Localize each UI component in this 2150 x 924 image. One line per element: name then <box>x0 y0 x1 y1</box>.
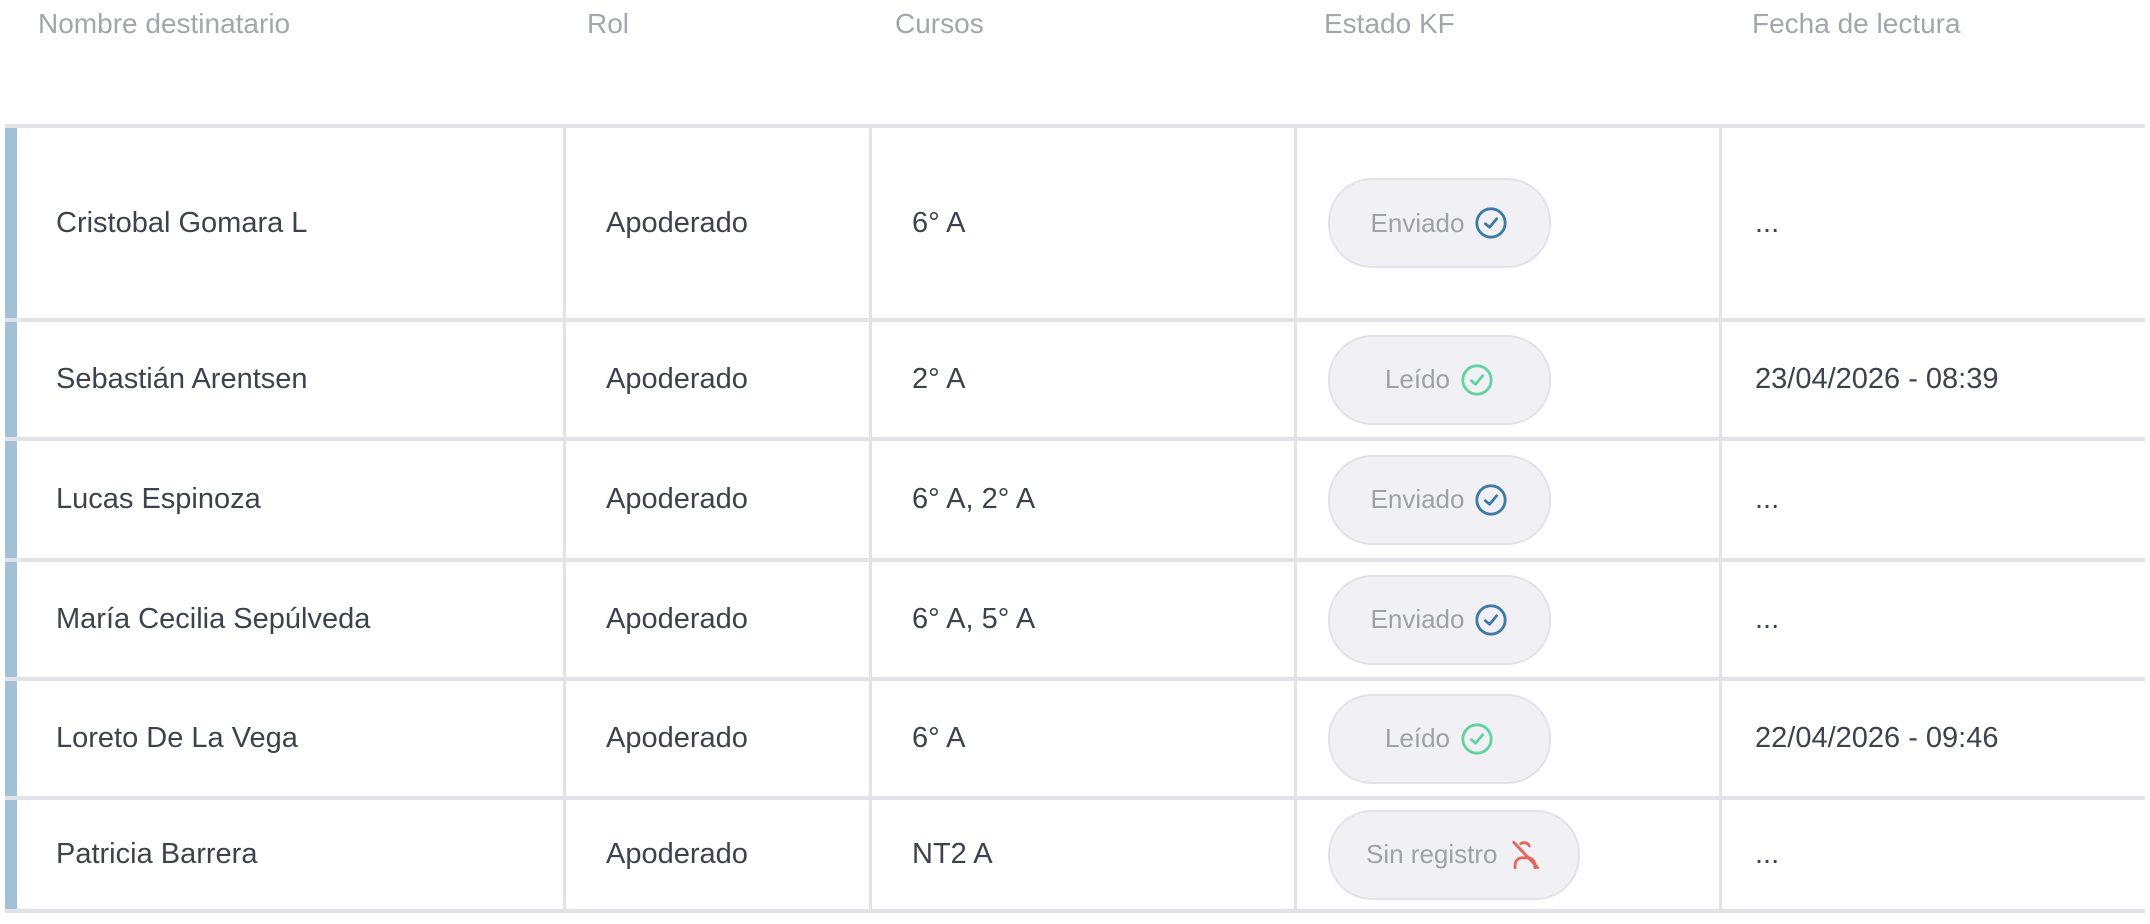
cell-courses: 6° A <box>872 128 1297 318</box>
check-circle-blue-icon <box>1474 603 1508 637</box>
table-row[interactable]: Loreto De La Vega Apoderado 6° A Leído 2… <box>5 677 2145 796</box>
status-label: Enviado <box>1370 207 1465 238</box>
recipient-courses: 6° A, 2° A <box>912 483 1036 515</box>
cell-read-date: 23/04/2026 - 08:39 <box>1722 322 2145 437</box>
cell-name: Patricia Barrera <box>5 800 566 909</box>
header-name[interactable]: Nombre destinatario <box>38 8 291 39</box>
table-row[interactable]: Sebastián Arentsen Apoderado 2° A Leído … <box>5 318 2145 437</box>
recipient-role: Apoderado <box>606 483 748 515</box>
status-badge: Enviado <box>1328 454 1551 545</box>
cell-role: Apoderado <box>566 800 872 909</box>
status-badge: Leído <box>1328 693 1551 784</box>
cell-role: Apoderado <box>566 562 872 677</box>
status-badge: Enviado <box>1328 178 1551 268</box>
read-date: ... <box>1755 483 1780 515</box>
row-accent-bar <box>5 128 17 318</box>
cell-status: Enviado <box>1297 128 1722 318</box>
table-row[interactable]: María Cecilia Sepúlveda Apoderado 6° A, … <box>5 558 2145 677</box>
cell-status: Leído <box>1297 322 1722 437</box>
cell-name: Sebastián Arentsen <box>5 322 566 437</box>
check-circle-blue-icon <box>1474 206 1508 240</box>
cell-status: Enviado <box>1297 441 1722 558</box>
status-badge: Enviado <box>1328 574 1551 665</box>
cell-read-date: 22/04/2026 - 09:46 <box>1722 681 2145 796</box>
status-label: Enviado <box>1370 484 1465 514</box>
cell-name: Lucas Espinoza <box>5 441 566 558</box>
recipient-name: María Cecilia Sepúlveda <box>56 603 371 635</box>
header-courses[interactable]: Cursos <box>895 8 984 39</box>
cell-courses: 6° A, 5° A <box>872 562 1297 677</box>
recipient-role: Apoderado <box>606 838 748 870</box>
row-accent-bar <box>5 322 17 437</box>
check-circle-green-icon <box>1460 363 1494 397</box>
recipients-table: Cristobal Gomara L Apoderado 6° A Enviad… <box>5 124 2145 913</box>
cell-name: Loreto De La Vega <box>5 681 566 796</box>
table-row[interactable]: Lucas Espinoza Apoderado 6° A, 2° A Envi… <box>5 437 2145 558</box>
header-role[interactable]: Rol <box>587 8 630 39</box>
check-circle-blue-icon <box>1474 483 1508 517</box>
cell-courses: 6° A, 2° A <box>872 441 1297 558</box>
cell-courses: 2° A <box>872 322 1297 437</box>
recipient-role: Apoderado <box>606 206 748 239</box>
recipient-courses: NT2 A <box>912 838 993 870</box>
row-accent-bar <box>5 441 17 558</box>
cell-role: Apoderado <box>566 322 872 437</box>
header-read-date[interactable]: Fecha de lectura <box>1752 8 1961 39</box>
recipient-courses: 2° A <box>912 363 966 395</box>
recipient-name: Loreto De La Vega <box>56 722 298 754</box>
cell-read-date: ... <box>1722 562 2145 677</box>
cell-read-date: ... <box>1722 800 2145 909</box>
recipient-role: Apoderado <box>606 722 748 754</box>
cell-status: Enviado <box>1297 562 1722 677</box>
cell-status: Sin registro <box>1297 800 1722 909</box>
row-accent-bar <box>5 681 17 796</box>
cell-status: Leído <box>1297 681 1722 796</box>
row-accent-bar <box>5 800 17 909</box>
recipient-name: Patricia Barrera <box>56 838 258 870</box>
status-label: Sin registro <box>1366 839 1498 869</box>
read-date: 23/04/2026 - 08:39 <box>1755 363 1999 395</box>
recipient-courses: 6° A <box>912 206 966 239</box>
cell-name: Cristobal Gomara L <box>5 128 566 318</box>
recipient-role: Apoderado <box>606 603 748 635</box>
check-circle-green-icon <box>1460 722 1494 756</box>
status-badge: Leído <box>1328 334 1551 425</box>
recipient-name: Sebastián Arentsen <box>56 363 308 395</box>
header-status[interactable]: Estado KF <box>1324 8 1455 39</box>
recipient-name: Lucas Espinoza <box>56 483 261 515</box>
status-label: Enviado <box>1370 604 1465 634</box>
read-date: 22/04/2026 - 09:46 <box>1755 722 1999 754</box>
cell-courses: NT2 A <box>872 800 1297 909</box>
read-date: ... <box>1755 603 1780 635</box>
row-accent-bar <box>5 562 17 677</box>
table-row[interactable]: Cristobal Gomara L Apoderado 6° A Enviad… <box>5 124 2145 318</box>
cell-courses: 6° A <box>872 681 1297 796</box>
table-row[interactable]: Patricia Barrera Apoderado NT2 A Sin reg… <box>5 796 2145 913</box>
recipient-name: Cristobal Gomara L <box>56 206 308 239</box>
user-off-icon <box>1508 838 1542 872</box>
status-badge: Sin registro <box>1328 809 1580 900</box>
cell-role: Apoderado <box>566 681 872 796</box>
status-label: Leído <box>1384 723 1451 753</box>
cell-read-date: ... <box>1722 441 2145 558</box>
cell-role: Apoderado <box>566 128 872 318</box>
recipient-role: Apoderado <box>606 363 748 395</box>
cell-name: María Cecilia Sepúlveda <box>5 562 566 677</box>
read-date: ... <box>1755 206 1780 239</box>
cell-role: Apoderado <box>566 441 872 558</box>
recipient-courses: 6° A <box>912 722 966 754</box>
status-label: Leído <box>1384 364 1451 394</box>
recipient-courses: 6° A, 5° A <box>912 603 1036 635</box>
cell-read-date: ... <box>1722 128 2145 318</box>
read-date: ... <box>1755 838 1780 870</box>
